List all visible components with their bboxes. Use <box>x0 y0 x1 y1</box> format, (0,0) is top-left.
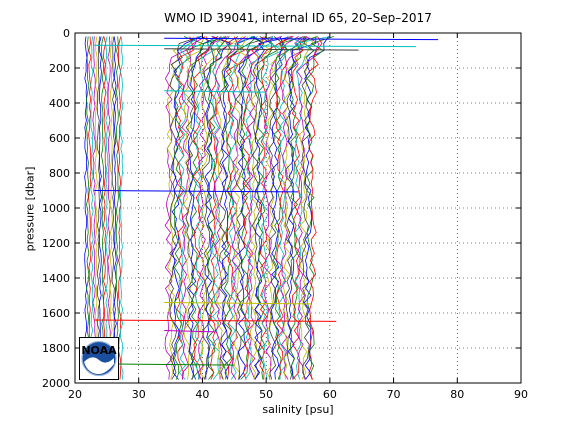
outlier-spike <box>164 302 311 305</box>
profile-line <box>246 36 283 380</box>
y-tick-label: 1800 <box>42 342 70 355</box>
x-tick-label: 30 <box>132 388 146 401</box>
profile-line <box>166 36 194 380</box>
profile-line <box>107 36 111 380</box>
profile-line <box>299 36 314 380</box>
profile-line <box>202 36 222 380</box>
y-tick-label: 600 <box>49 132 70 145</box>
profile-line <box>237 36 265 380</box>
outlier-spike <box>164 330 216 333</box>
profile-line <box>254 36 293 380</box>
profile-line <box>261 36 284 380</box>
x-tick-label: 60 <box>323 388 337 401</box>
noaa-logo: NOAA <box>79 337 119 380</box>
profile-line <box>115 36 119 380</box>
profile-line <box>111 36 115 380</box>
outlier-spike <box>164 48 359 51</box>
profile-line <box>282 36 307 380</box>
profile-line <box>109 36 113 380</box>
y-tick-label: 200 <box>49 62 70 75</box>
x-tick-label: 50 <box>259 388 273 401</box>
profile-line <box>216 36 244 380</box>
y-tick-label: 1400 <box>42 272 70 285</box>
profile-line <box>277 36 306 380</box>
data-series-layer <box>84 36 439 380</box>
outlier-spike <box>94 190 299 193</box>
profile-line <box>190 36 227 380</box>
profile-line <box>100 36 105 380</box>
profile-line <box>280 36 304 380</box>
profile-line <box>96 36 101 380</box>
profile-line <box>103 36 107 380</box>
x-tick-label: 80 <box>450 388 464 401</box>
profile-line <box>221 36 256 380</box>
profile-line <box>289 36 318 380</box>
profile-line <box>84 36 88 380</box>
profile-line <box>113 36 117 380</box>
x-axis-label: salinity [psu] <box>262 403 334 416</box>
profile-line <box>301 36 315 380</box>
profile-line <box>268 36 289 380</box>
profile-line <box>256 36 278 380</box>
profile-line <box>173 36 204 380</box>
profile-line <box>164 36 206 380</box>
outlier-spike <box>94 319 337 322</box>
y-tick-label: 800 <box>49 167 70 180</box>
x-tick-label: 90 <box>514 388 528 401</box>
profile-line <box>92 36 96 380</box>
y-axis-label: pressure [dbar] <box>23 166 37 252</box>
profile-line <box>185 36 215 380</box>
y-tick-label: 1600 <box>42 307 70 320</box>
profile-line <box>206 36 230 380</box>
x-tick-label: 40 <box>195 388 209 401</box>
x-tick-label: 70 <box>387 388 401 401</box>
profile-line <box>275 36 292 380</box>
profile-line <box>308 36 323 380</box>
profile-line <box>271 36 284 380</box>
profile-line <box>88 36 92 380</box>
profile-line <box>239 36 265 380</box>
profile-line <box>228 36 254 380</box>
outlier-spike <box>94 44 416 48</box>
profile-line <box>263 36 299 380</box>
outlier-spike <box>164 90 267 93</box>
profile-line <box>296 36 320 380</box>
profile-line <box>265 36 285 380</box>
profile-line <box>232 36 251 380</box>
noaa-logo-icon: NOAA <box>81 340 117 377</box>
profile-line <box>183 36 206 380</box>
noaa-logo-text: NOAA <box>81 344 117 357</box>
profile-line <box>259 36 294 380</box>
y-tick-label: 1200 <box>42 237 70 250</box>
profile-line <box>86 36 90 380</box>
profile-line <box>303 36 329 380</box>
profile-line <box>195 36 215 380</box>
profile-line <box>105 36 109 380</box>
y-tick-label: 1000 <box>42 202 70 215</box>
y-tick-label: 2000 <box>42 377 70 390</box>
profile-line <box>199 36 225 380</box>
y-tick-label: 0 <box>63 27 70 40</box>
profile-line <box>225 36 245 380</box>
x-tick-label: 20 <box>68 388 82 401</box>
profile-line <box>211 36 225 380</box>
profile-line <box>98 36 102 380</box>
outlier-spike <box>164 37 439 41</box>
profile-line <box>117 36 122 380</box>
profile-line <box>120 36 124 380</box>
profile-line <box>209 36 234 380</box>
profile-line <box>306 36 334 380</box>
profile-line <box>171 36 202 380</box>
axis-ticks: 20 30 40 50 60 70 80 90 0 200 400 600 800 1000 1200 140… <box>42 27 528 401</box>
profile-line <box>90 36 94 380</box>
profile-line <box>249 36 272 380</box>
y-tick-label: 400 <box>49 97 70 110</box>
chart-title: WMO ID 39041, internal ID 65, 20–Sep–201… <box>164 11 432 25</box>
profile-line <box>192 36 210 380</box>
